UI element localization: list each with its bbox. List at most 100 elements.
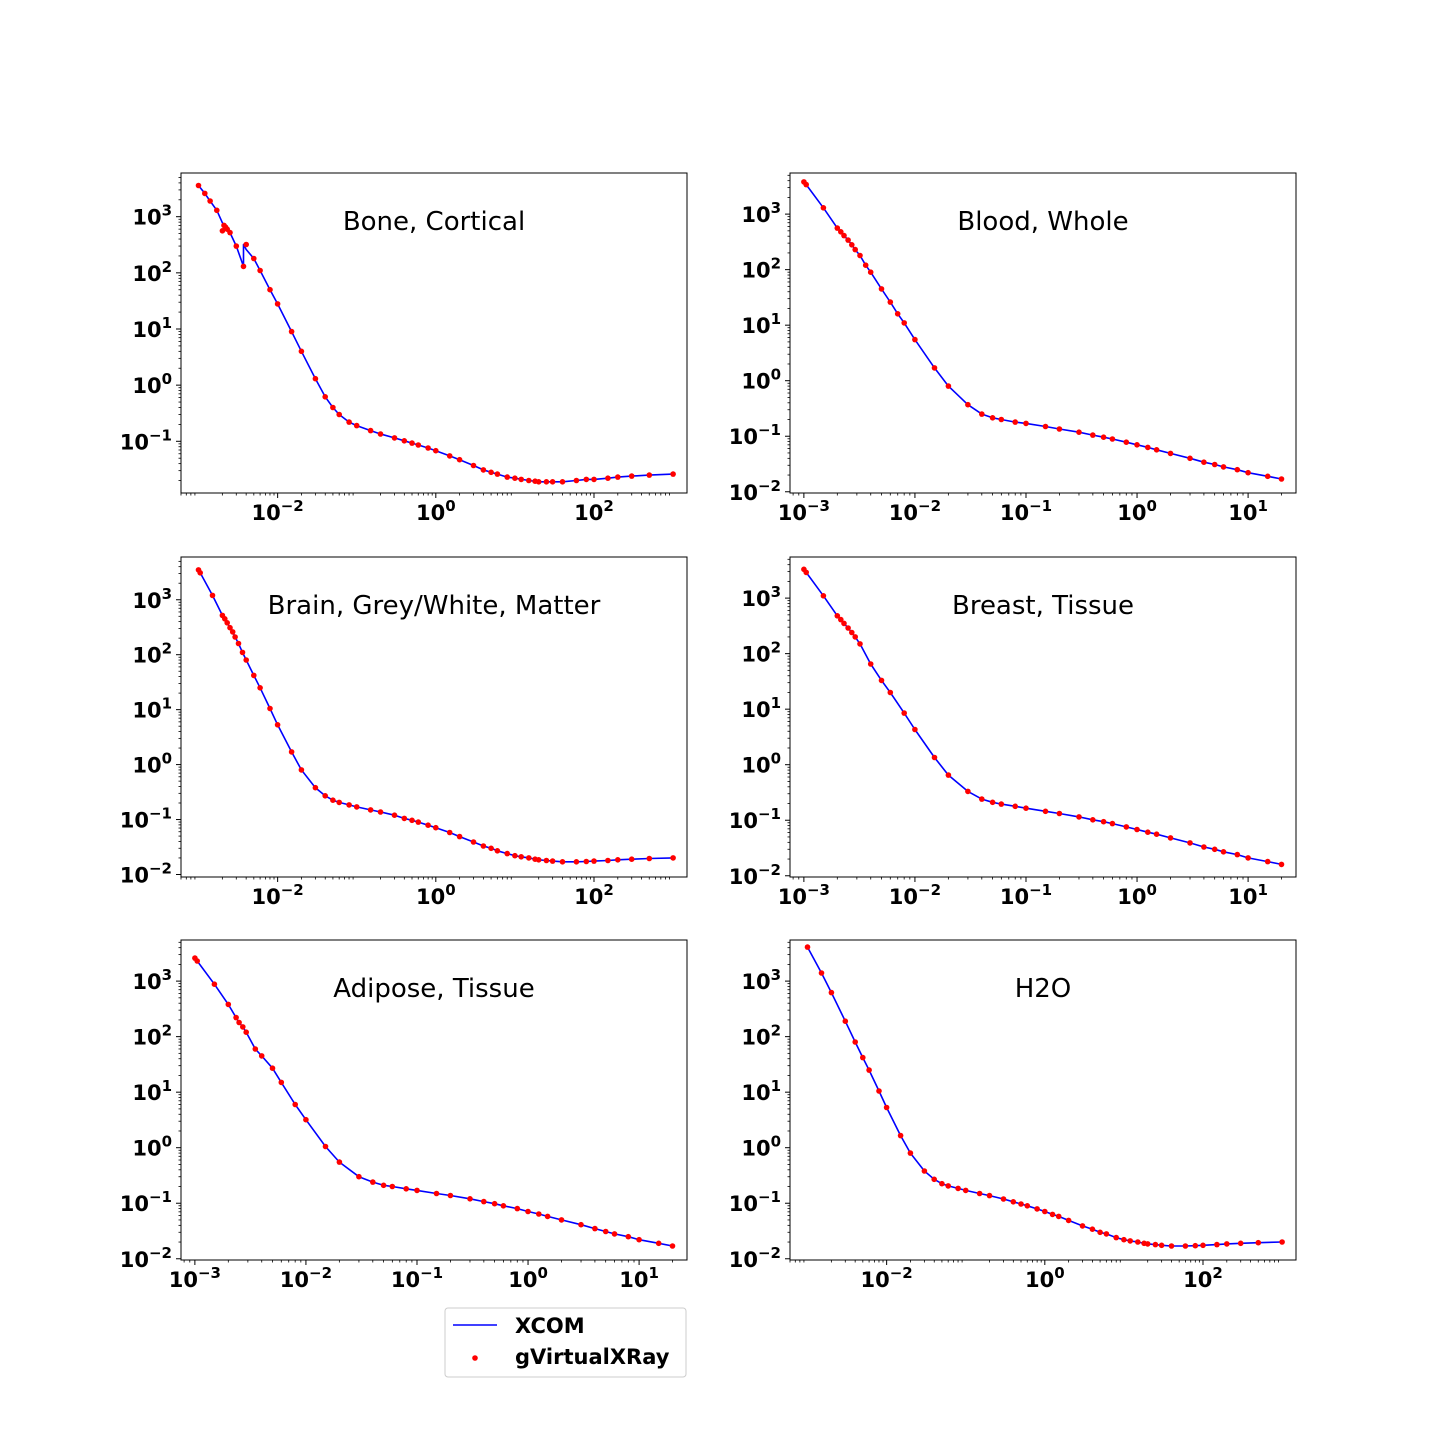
gvirtualxray-point (989, 799, 996, 806)
gvirtualxray-point (298, 767, 305, 773)
gvirtualxray-point (845, 237, 851, 243)
gvirtualxray-point (883, 1104, 890, 1111)
gvirtualxray-point (670, 855, 676, 861)
gvirtualxray-point (446, 453, 453, 459)
gvirtualxray-point (573, 477, 580, 484)
gvirtualxray-point (225, 1001, 232, 1008)
gvirtualxray-point (1153, 831, 1160, 837)
gvirtualxray-point (512, 852, 518, 859)
gvirtualxray-point (838, 229, 844, 235)
gvirtualxray-point (1211, 846, 1218, 853)
gvirtualxray-point (670, 471, 676, 477)
legend: XCOM gVirtualXRay (444, 1307, 687, 1378)
x-tick-label: 10−2 (252, 497, 304, 525)
gvirtualxray-point (945, 383, 952, 389)
y-tick-label: 103 (132, 585, 172, 613)
gvirtualxray-point (330, 404, 336, 411)
gvirtualxray-point (887, 689, 894, 696)
y-tick-label: 10−1 (729, 805, 781, 833)
x-tick-label: 10−3 (169, 1264, 221, 1292)
axes-frame (180, 939, 688, 1261)
gvirtualxray-point (370, 1179, 376, 1185)
gvirtualxray-point (274, 722, 281, 728)
gvirtualxray-point (1076, 814, 1082, 820)
x-tick-label: 100 (508, 1264, 548, 1292)
axes-frame (180, 556, 688, 878)
gvirtualxray-point (828, 989, 835, 996)
gvirtualxray-point (965, 788, 971, 795)
gvirtualxray-point (1012, 803, 1018, 810)
gvirtualxray-point (1278, 476, 1285, 482)
gvirtualxray-point (257, 685, 263, 691)
gvirtualxray-point (989, 415, 996, 421)
gvirtualxray-point (298, 348, 305, 355)
gvirtualxray-point (1220, 464, 1227, 470)
gvirtualxray-point (931, 365, 938, 371)
gvirtualxray-point (367, 427, 374, 434)
gvirtualxray-point (312, 784, 319, 791)
gvirtualxray-point (1158, 1242, 1165, 1249)
gvirtualxray-point (841, 232, 847, 239)
gvirtualxray-point (1152, 1241, 1159, 1248)
y-tick-label: 101 (741, 1077, 781, 1105)
gvirtualxray-point (962, 1187, 969, 1194)
y-tick-label: 100 (741, 1133, 781, 1161)
axes-frame (789, 939, 1297, 1261)
gvirtualxray-point (857, 641, 863, 647)
gvirtualxray-point (1167, 835, 1174, 841)
gvirtualxray-point (1127, 1238, 1133, 1244)
gvirtualxray-point (1100, 818, 1107, 825)
y-tick-label: 10−1 (120, 805, 172, 833)
gvirtualxray-point (655, 1240, 662, 1247)
gvirtualxray-point (1168, 1243, 1175, 1249)
axes-frame (789, 172, 1297, 494)
y-tick-label: 101 (741, 694, 781, 722)
gvirtualxray-point (820, 205, 827, 211)
gvirtualxray-point (1023, 805, 1029, 811)
gvirtualxray-point (336, 799, 343, 806)
gvirtualxray-point (278, 1079, 285, 1086)
gvirtualxray-point (1090, 817, 1096, 823)
y-tick-label: 102 (132, 1022, 172, 1050)
gvirtualxray-point (543, 857, 550, 864)
gvirtualxray-point (834, 613, 841, 619)
gvirtualxray-point (346, 419, 352, 425)
gvirtualxray-point (518, 476, 524, 483)
gvirtualxray-point (1018, 1201, 1024, 1207)
y-tick-label: 10−1 (729, 421, 781, 449)
gvirtualxray-point (219, 228, 226, 234)
gvirtualxray-point (433, 824, 439, 831)
gvirtualxray-point (488, 845, 494, 852)
gvirtualxray-point (1245, 469, 1251, 476)
y-tick-label: 103 (132, 202, 172, 230)
gvirtualxray-point (1255, 1239, 1262, 1246)
gvirtualxray-point (625, 1233, 632, 1240)
gvirtualxray-point (583, 476, 590, 483)
gvirtualxray-point (491, 1200, 498, 1207)
gvirtualxray-point (1089, 1226, 1096, 1232)
gvirtualxray-point (512, 475, 518, 482)
gvirtualxray-point (549, 479, 556, 485)
gvirtualxray-point (1056, 426, 1063, 432)
gvirtualxray-point (274, 301, 281, 307)
gvirtualxray-point (1056, 810, 1063, 817)
gvirtualxray-point (391, 812, 398, 818)
gvirtualxray-point (535, 479, 542, 485)
gvirtualxray-point (1097, 1229, 1103, 1236)
gvirtualxray-point (1121, 1236, 1127, 1243)
gvirtualxray-point (945, 1183, 951, 1189)
gvirtualxray-point (330, 797, 336, 803)
y-tick-label: 10−2 (120, 859, 172, 887)
gvirtualxray-point (240, 263, 247, 270)
gvirtualxray-point (526, 477, 532, 484)
x-tick-label: 100 (1117, 881, 1157, 909)
gvirtualxray-point (876, 1088, 882, 1094)
gvirtualxray-point (867, 661, 874, 667)
gvirtualxray-point (1103, 1231, 1110, 1237)
x-tick-label: 101 (619, 1264, 659, 1292)
subplot-title: Bone, Cortical (343, 207, 525, 237)
gvirtualxray-point (433, 447, 439, 454)
gvirtualxray-point (646, 472, 653, 478)
